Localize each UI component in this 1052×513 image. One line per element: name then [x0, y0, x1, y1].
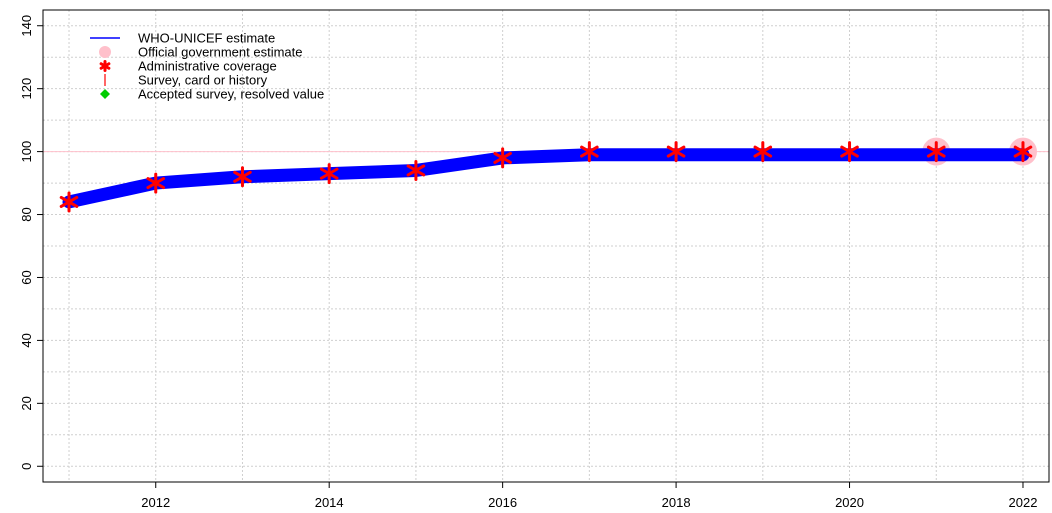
administrative-coverage-point: [753, 141, 773, 163]
legend-circle-icon: [99, 46, 111, 58]
plot-frame: [42, 9, 1050, 483]
x-tick-label: 2012: [141, 495, 170, 510]
administrative-coverage-point: [580, 141, 599, 163]
asterisk-stroke: [926, 145, 946, 158]
series-layer: [59, 137, 1037, 213]
x-tick-label: 2018: [662, 495, 691, 510]
asterisk-stroke: [319, 167, 339, 180]
axes: 2012 2014 2016 2018 2020 2022 0 20 40 60 80 100 120 1…: [19, 15, 1037, 510]
administrative-coverage-point: [59, 191, 79, 213]
asterisk-stroke: [666, 145, 686, 158]
asterisk-stroke: [753, 145, 773, 158]
y-tick-label: 40: [19, 333, 34, 347]
administrative-coverage-point: [146, 172, 166, 194]
y-tick-label: 120: [19, 78, 34, 100]
asterisk-stroke: [1013, 145, 1033, 158]
asterisk-stroke: [493, 151, 512, 164]
legend-label: Accepted survey, resolved value: [138, 87, 324, 102]
x-tick-label: 2020: [835, 495, 864, 510]
y-tick-label: 140: [19, 15, 34, 37]
x-tick-label: 2016: [488, 495, 517, 510]
x-tick-label: 2022: [1009, 495, 1038, 510]
legend-item: WHO-UNICEF estimate: [90, 31, 275, 46]
legend-label: Official government estimate: [138, 45, 303, 60]
y-tick-label: 60: [19, 270, 34, 284]
y-tick-label: 20: [19, 396, 34, 410]
legend-label: WHO-UNICEF estimate: [138, 31, 275, 46]
who-unicef-estimate-line: [62, 148, 1030, 209]
legend-label: Survey, card or history: [138, 73, 268, 88]
administrative-coverage-point: [666, 141, 686, 163]
administrative-coverage-point: [319, 163, 339, 185]
x-tick-label: 2014: [315, 495, 344, 510]
asterisk-stroke: [99, 62, 111, 70]
y-tick-label: 100: [19, 141, 34, 163]
legend-item: Administrative coverage: [99, 59, 277, 74]
legend-label: Administrative coverage: [138, 59, 277, 74]
administrative-coverage-point: [493, 147, 512, 169]
asterisk-stroke: [233, 170, 252, 183]
asterisk-stroke: [580, 145, 599, 158]
administrative-coverage-point: [233, 166, 252, 188]
legend-item: Accepted survey, resolved value: [100, 87, 324, 102]
legend-diamond-icon: [100, 89, 110, 99]
legend-item: Survey, card or history: [104, 73, 268, 88]
legend-asterisk-icon: [99, 60, 111, 72]
asterisk-stroke: [59, 195, 79, 208]
administrative-coverage-point: [1013, 141, 1033, 163]
legend-item: Official government estimate: [99, 45, 303, 60]
administrative-coverage-point: [406, 159, 426, 181]
asterisk-stroke: [840, 145, 859, 158]
administrative-coverage-point: [840, 141, 859, 163]
y-tick-label: 80: [19, 207, 34, 221]
y-tick-label: 0: [19, 463, 34, 470]
grid: [43, 10, 1049, 482]
asterisk-stroke: [146, 177, 166, 190]
administrative-coverage-point: [926, 141, 946, 163]
asterisk-stroke: [406, 164, 426, 177]
